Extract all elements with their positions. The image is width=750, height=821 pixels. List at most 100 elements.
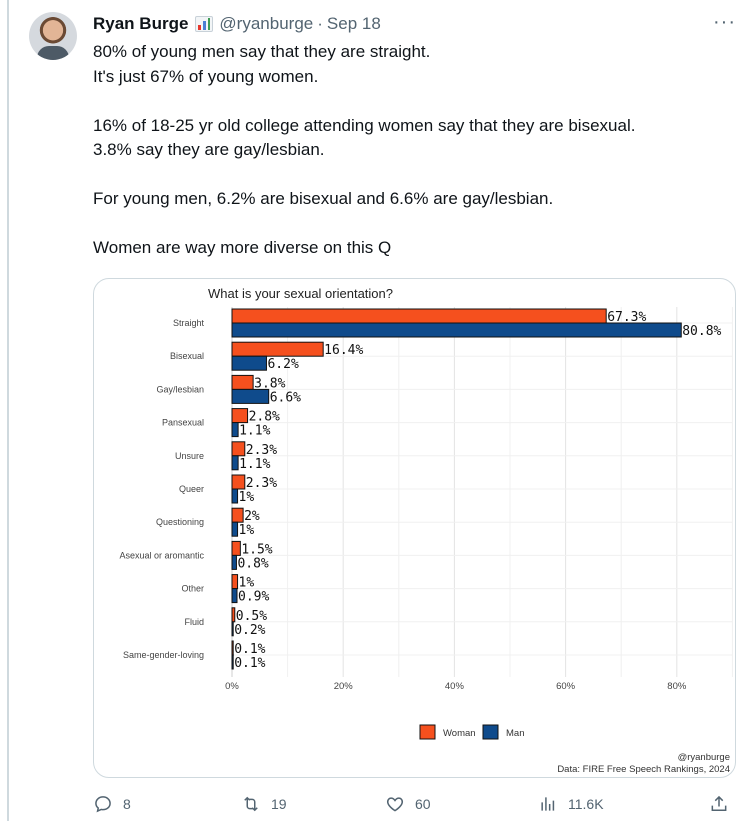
bar-man bbox=[231, 521, 239, 537]
data-label: 1% bbox=[239, 490, 255, 505]
data-label: 0.8% bbox=[237, 556, 268, 571]
x-tick-label: 40% bbox=[445, 681, 465, 692]
share-button[interactable] bbox=[709, 794, 729, 814]
data-label: 0.5% bbox=[236, 609, 267, 624]
avatar-shirt bbox=[37, 46, 69, 60]
view-count: 11.6K bbox=[568, 796, 604, 812]
category-label: Straight bbox=[173, 318, 205, 328]
views-chart-icon bbox=[541, 797, 555, 811]
views-button[interactable]: 11.6K bbox=[538, 794, 604, 814]
tweet-header: Ryan Burge @ryanburge · Sep 18 bbox=[93, 12, 381, 36]
x-tick-label: 80% bbox=[667, 681, 687, 692]
data-label: 3.8% bbox=[254, 376, 285, 391]
data-label: 80.8% bbox=[682, 324, 721, 339]
bar-man bbox=[231, 588, 238, 604]
legend-swatch-woman bbox=[419, 724, 436, 740]
bar-woman bbox=[231, 474, 246, 490]
bar-chart: What is your sexual orientation? Straigh… bbox=[119, 286, 733, 775]
data-label: 0.1% bbox=[234, 656, 265, 671]
tweet-line: For young men, 6.2% are bisexual and 6.6… bbox=[93, 189, 554, 208]
bar-man bbox=[231, 554, 237, 570]
tweet-text: 80% of young men say that they are strai… bbox=[93, 40, 733, 261]
tweet-line: 3.8% say they are gay/lesbian. bbox=[93, 140, 325, 159]
bar-woman bbox=[231, 574, 239, 590]
action-bar: 8 19 60 11.6K bbox=[93, 794, 733, 818]
author-name[interactable]: Ryan Burge bbox=[93, 14, 189, 33]
legend-label: Man bbox=[506, 728, 524, 739]
data-label: 1% bbox=[239, 576, 255, 591]
x-tick-label: 60% bbox=[556, 681, 576, 692]
bar-woman bbox=[231, 540, 241, 556]
like-count: 60 bbox=[415, 796, 431, 812]
like-button[interactable]: 60 bbox=[385, 794, 431, 814]
header-separator: · bbox=[317, 14, 323, 33]
data-label: 2.8% bbox=[249, 410, 280, 425]
bar-man bbox=[231, 488, 239, 504]
bar-man bbox=[231, 355, 267, 371]
data-label: 1% bbox=[239, 523, 255, 538]
bar-man bbox=[231, 455, 239, 471]
category-label: Same-gender-loving bbox=[123, 650, 204, 660]
author-handle[interactable]: @ryanburge bbox=[219, 14, 314, 33]
data-label: 1.1% bbox=[239, 457, 270, 472]
data-label: 0.1% bbox=[234, 642, 265, 657]
category-label: Gay/lesbian bbox=[156, 384, 204, 394]
category-label: Other bbox=[181, 584, 204, 594]
x-tick-label: 0% bbox=[225, 681, 239, 692]
tweet-line: 80% of young men say that they are strai… bbox=[93, 42, 431, 61]
bar-man bbox=[231, 388, 270, 404]
category-label: Pansexual bbox=[162, 418, 204, 428]
category-label: Unsure bbox=[175, 451, 204, 461]
category-label: Bisexual bbox=[170, 351, 204, 361]
category-label: Asexual or aromantic bbox=[119, 550, 204, 560]
tweet-line: It's just 67% of young women. bbox=[93, 66, 319, 86]
reply-icon bbox=[95, 796, 111, 813]
heart-icon bbox=[386, 797, 404, 812]
tweet-line: 16% of 18-25 yr old college attending wo… bbox=[93, 115, 636, 135]
repost-icon bbox=[244, 796, 258, 812]
bar-woman bbox=[231, 507, 244, 523]
bar-woman bbox=[231, 341, 324, 357]
data-label: 2% bbox=[244, 509, 260, 524]
chart-credit: @ryanburge bbox=[678, 752, 730, 763]
data-label: 2.3% bbox=[246, 476, 277, 491]
reply-button[interactable]: 8 bbox=[93, 794, 131, 814]
bar-woman bbox=[231, 640, 234, 656]
bar-man bbox=[231, 621, 234, 637]
bar-woman bbox=[231, 374, 254, 390]
data-label: 67.3% bbox=[607, 310, 646, 325]
bar-woman bbox=[231, 607, 236, 623]
category-label: Queer bbox=[179, 484, 204, 494]
tweet-line: Women are way more diverse on this Q bbox=[93, 238, 392, 257]
data-label: 0.2% bbox=[234, 623, 265, 638]
thread-connector-line bbox=[7, 0, 9, 821]
chart-title: What is your sexual orientation? bbox=[208, 286, 393, 301]
bar-chart-emoji-icon bbox=[195, 16, 214, 32]
data-label: 6.6% bbox=[270, 390, 301, 405]
avatar[interactable] bbox=[29, 12, 77, 60]
legend-swatch-man bbox=[482, 724, 499, 740]
data-label: 1.1% bbox=[239, 424, 270, 439]
tweet-image-chart[interactable]: What is your sexual orientation? Straigh… bbox=[93, 278, 736, 778]
bar-man bbox=[231, 654, 234, 670]
category-label: Fluid bbox=[184, 617, 204, 627]
data-label: 0.9% bbox=[238, 590, 269, 605]
tweet-date[interactable]: Sep 18 bbox=[326, 14, 381, 33]
x-tick-label: 20% bbox=[334, 681, 354, 692]
chart-source: Data: FIRE Free Speech Rankings, 2024 bbox=[557, 764, 730, 775]
bar-woman bbox=[231, 308, 607, 324]
legend-label: Woman bbox=[443, 728, 476, 739]
bar-man bbox=[231, 322, 682, 338]
bar-woman bbox=[231, 441, 246, 457]
repost-count: 19 bbox=[271, 796, 287, 812]
repost-button[interactable]: 19 bbox=[241, 794, 287, 814]
more-options-icon[interactable]: ··· bbox=[713, 11, 736, 33]
bar-man bbox=[231, 422, 239, 438]
data-label: 2.3% bbox=[246, 443, 277, 458]
category-label: Questioning bbox=[156, 517, 204, 527]
data-label: 1.5% bbox=[241, 542, 272, 557]
bar-woman bbox=[231, 408, 249, 424]
reply-count: 8 bbox=[123, 796, 131, 812]
share-icon bbox=[711, 795, 727, 811]
data-label: 16.4% bbox=[324, 343, 363, 358]
